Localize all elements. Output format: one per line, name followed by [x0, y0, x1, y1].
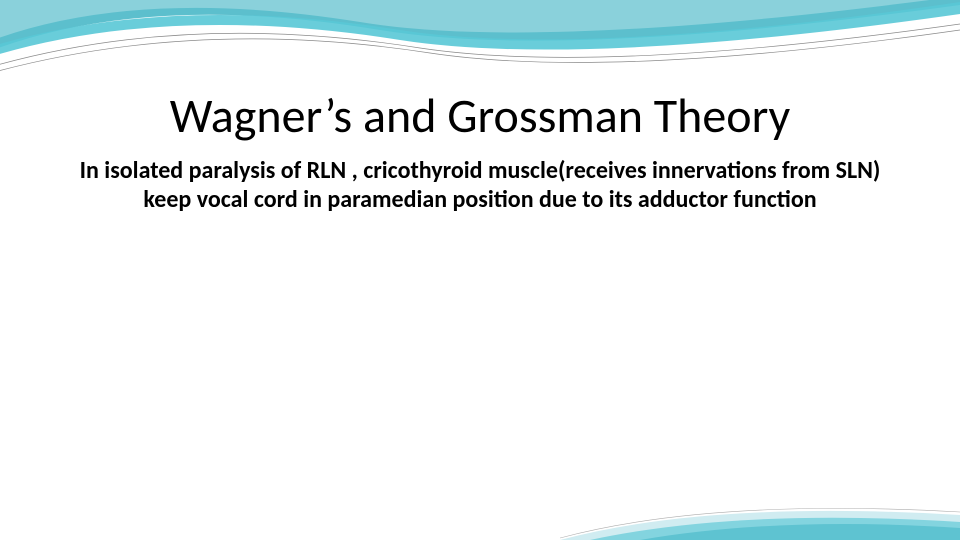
slide-title: Wagner’s and Grossman Theory [0, 88, 960, 143]
decorative-swoosh-bottom [560, 460, 960, 540]
decorative-swoosh-top [0, 0, 960, 100]
slide-body: In isolated paralysis of RLN , cricothyr… [0, 157, 960, 215]
slide-content: Wagner’s and Grossman Theory In isolated… [0, 88, 960, 215]
